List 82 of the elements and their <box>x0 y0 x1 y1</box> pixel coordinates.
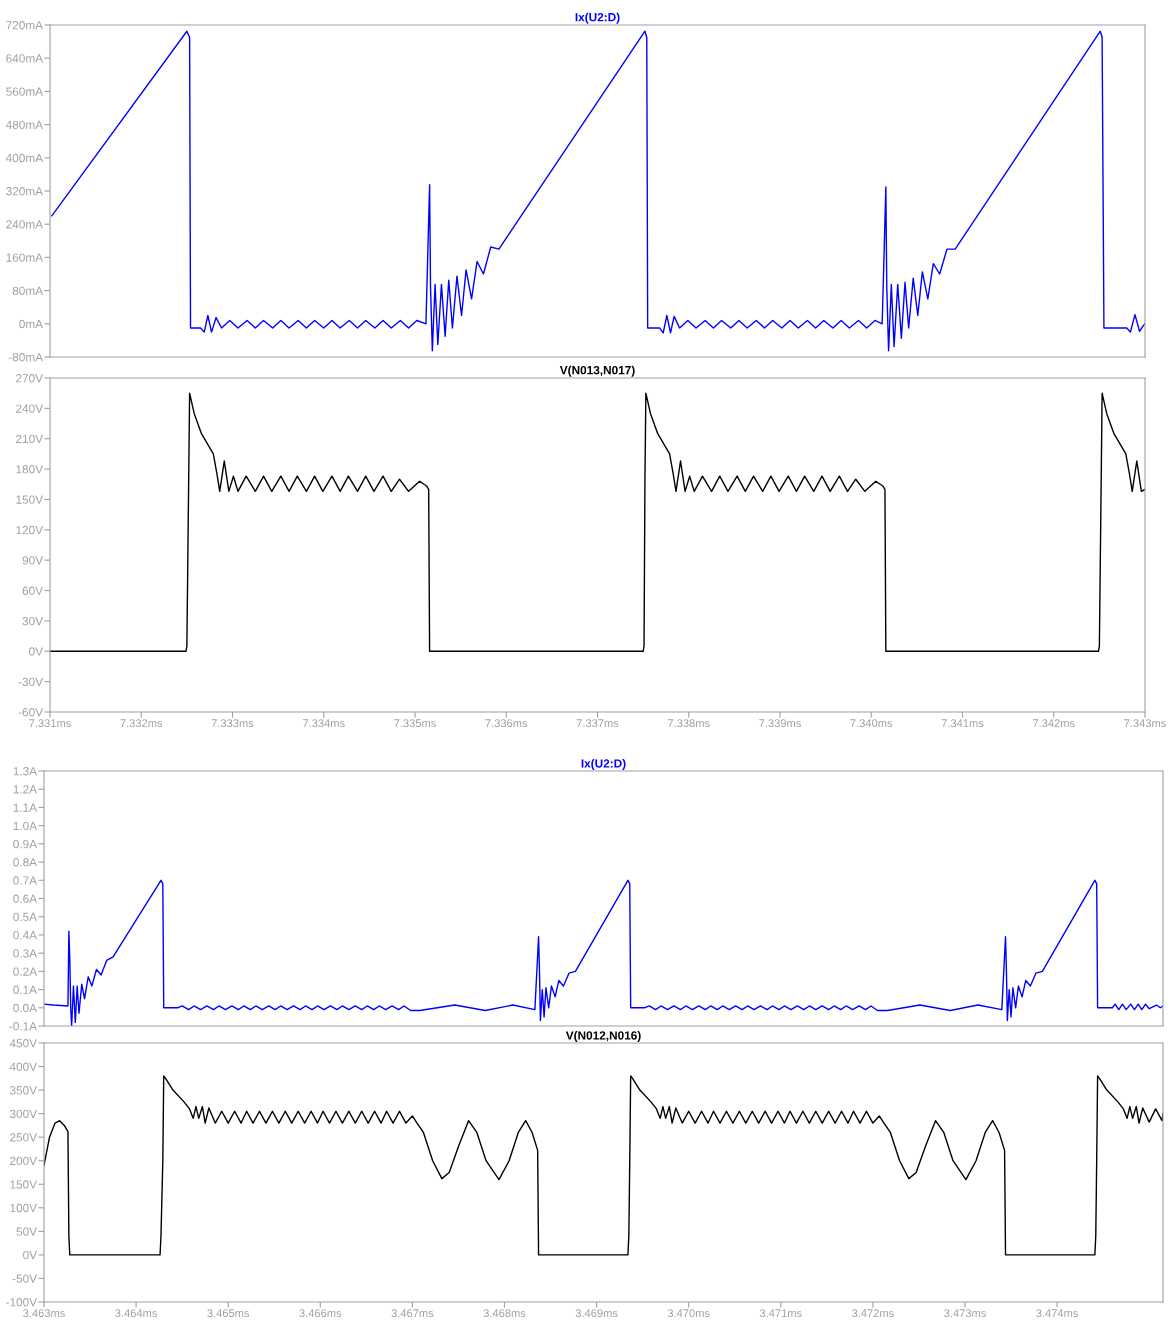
x-tick-label: 3.464ms <box>115 1309 158 1318</box>
y-tick-label: 450V <box>9 1039 38 1048</box>
x-tick-label: 7.340ms <box>850 719 893 728</box>
y-tick-label: -60V <box>18 708 44 717</box>
y-tick-label: 150V <box>16 495 44 504</box>
x-tick-label: 7.334ms <box>303 719 345 728</box>
y-tick-label: 100V <box>10 1203 38 1213</box>
y-tick-label: 1.1A <box>13 803 38 812</box>
y-tick-label: 0.2A <box>13 967 38 976</box>
y-tick-label: 50V <box>16 1227 38 1236</box>
x-tick-label: 3.472ms <box>852 1309 894 1318</box>
y-tick-label: -0.1A <box>9 1022 38 1031</box>
x-tick-label: 3.470ms <box>667 1309 710 1318</box>
line-series <box>44 1075 1163 1256</box>
y-tick-label: 350V <box>9 1086 38 1095</box>
y-tick-label: 560mA <box>6 87 44 96</box>
x-tick-label: 7.339ms <box>759 719 801 728</box>
y-tick-label: 0.9A <box>13 839 38 849</box>
y-tick-label: 1.3A <box>13 767 38 776</box>
y-tick-label: 150V <box>10 1180 38 1189</box>
y-tick-label: 270V <box>16 374 44 383</box>
y-tick-label: 0.3A <box>13 949 38 958</box>
line-series <box>50 392 1145 652</box>
y-tick-label: 400V <box>9 1062 38 1071</box>
x-tick-label: 7.343ms <box>1124 719 1166 728</box>
x-tick-label: 3.474ms <box>1036 1309 1078 1318</box>
y-tick-label: 320mA <box>6 187 44 196</box>
y-tick-label: 0.1A <box>13 985 38 994</box>
y-tick-label: 0.8A <box>13 858 38 867</box>
y-tick-label: 210V <box>16 434 44 444</box>
y-tick-label: 1.2A <box>13 785 38 794</box>
x-tick-label: 3.471ms <box>759 1309 802 1318</box>
y-tick-label: 640mA <box>6 54 44 63</box>
text: V(N012,N016) <box>565 1030 641 1042</box>
y-tick-label: 160mA <box>6 253 44 262</box>
y-tick-label: 0V <box>23 1250 37 1260</box>
series-label: V(N013,N017) <box>559 365 635 377</box>
x-tick-label: 3.473ms <box>944 1309 986 1318</box>
y-tick-label: 1.0A <box>13 821 38 831</box>
y-tick-label: 480mA <box>5 120 44 129</box>
x-tick-label: 7.338ms <box>668 719 710 728</box>
y-tick-label: 0V <box>29 647 43 656</box>
y-tick-label: 0mA <box>19 319 44 329</box>
x-tick-label: 7.333ms <box>211 719 254 728</box>
y-tick-label: 720mA <box>6 21 44 30</box>
y-tick-label: 80mA <box>12 286 44 295</box>
y-tick-label: 240mA <box>6 220 44 229</box>
y-tick-label: 120V <box>16 525 44 535</box>
x-tick-label: 3.468ms <box>483 1309 526 1318</box>
y-tick-label: -80mA <box>8 353 44 362</box>
x-tick-label: 7.342ms <box>1033 719 1075 728</box>
text: Ix(U2:D) <box>575 12 620 24</box>
x-tick-label: 3.463ms <box>23 1309 65 1318</box>
x-tick-label: 7.336ms <box>485 719 528 728</box>
y-tick-label: 400mA <box>5 153 44 163</box>
line-series <box>51 30 1145 352</box>
x-tick-label: 7.332ms <box>120 719 163 728</box>
x-tick-label: 7.341ms <box>941 719 984 728</box>
y-tick-label: 0.7A <box>13 876 38 885</box>
x-tick-label: 3.467ms <box>391 1309 434 1318</box>
y-tick-label: 300V <box>9 1109 38 1119</box>
y-tick-label: 60V <box>22 586 44 595</box>
y-tick-label: 250V <box>10 1133 38 1142</box>
y-tick-label: 240V <box>16 404 44 413</box>
y-tick-label: 0.6A <box>13 894 38 903</box>
y-tick-label: 0.0A <box>13 1003 38 1013</box>
y-tick-label: -30V <box>18 677 44 687</box>
y-tick-label: 180V <box>16 465 44 474</box>
x-tick-label: 7.331ms <box>29 719 71 728</box>
x-tick-label: 3.465ms <box>207 1309 250 1318</box>
x-tick-label: 7.335ms <box>394 719 436 728</box>
y-tick-label: 0.5A <box>13 912 38 922</box>
x-tick-label: 7.337ms <box>576 719 619 728</box>
x-tick-label: 3.469ms <box>575 1309 618 1318</box>
y-tick-label: 90V <box>22 556 44 565</box>
y-tick-label: 30V <box>22 616 44 626</box>
y-tick-label: -50V <box>12 1274 38 1283</box>
y-tick-label: 200V <box>10 1156 38 1166</box>
text: Ix(U2:D) <box>581 758 626 770</box>
y-tick-label: -100V <box>6 1298 38 1307</box>
y-tick-label: 0.4A <box>13 930 38 940</box>
x-tick-label: 3.466ms <box>299 1309 342 1318</box>
